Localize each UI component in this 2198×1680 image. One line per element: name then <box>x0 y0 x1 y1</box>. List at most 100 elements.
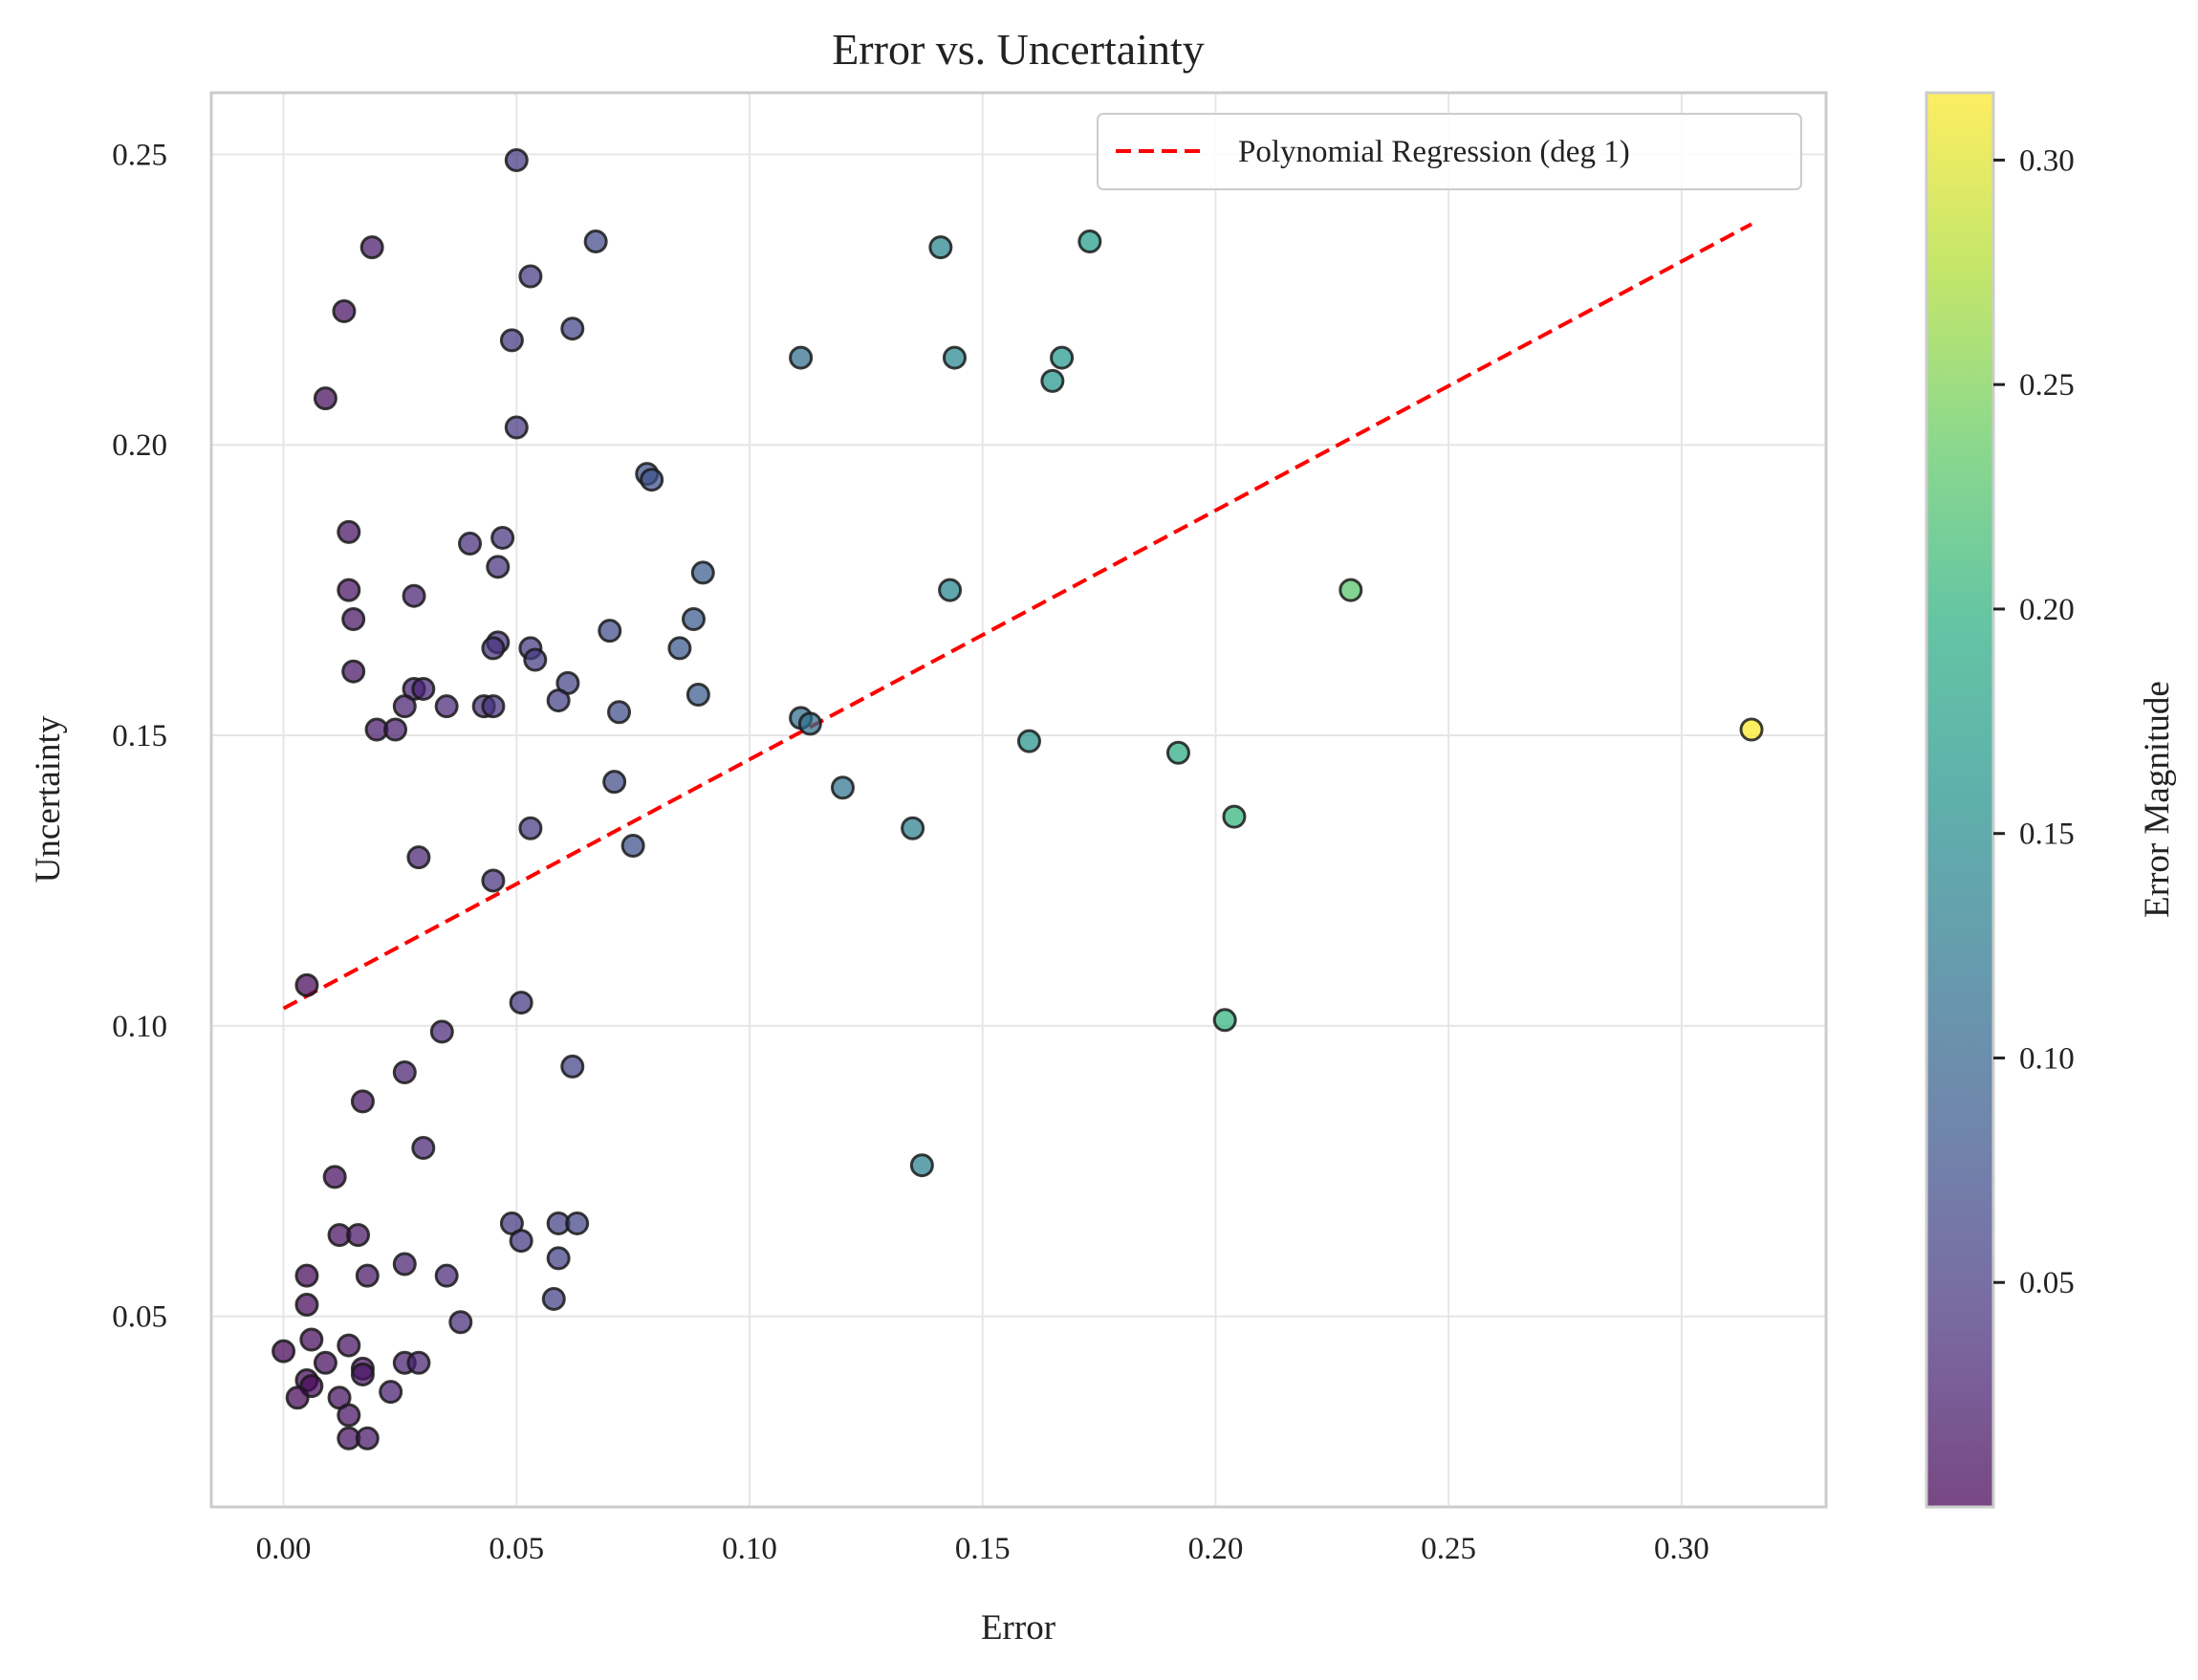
colorbar-tick-label: 0.25 <box>2019 368 2075 403</box>
data-point <box>598 619 622 644</box>
data-point <box>546 688 571 713</box>
data-point <box>346 1223 371 1248</box>
data-point <box>294 972 319 997</box>
y-axis-ticks: 0.05 0.10 0.15 0.20 0.25 <box>112 138 167 1334</box>
x-tick-label: 0.10 <box>722 1532 777 1566</box>
colorbar-tick-label: 0.15 <box>2019 818 2075 852</box>
data-point <box>402 583 426 608</box>
data-point <box>620 834 645 859</box>
data-point <box>359 235 384 260</box>
regression-line <box>282 222 1752 1011</box>
data-point <box>1050 345 1075 370</box>
data-point <box>523 647 548 672</box>
data-point <box>1040 368 1065 393</box>
data-point <box>406 845 431 870</box>
data-point <box>481 636 506 661</box>
legend: Polynomial Regression (deg 1) <box>1097 113 1802 190</box>
grid-lines <box>211 93 1826 1507</box>
colorbar-tick-label: 0.30 <box>2019 143 2075 178</box>
data-point <box>541 1286 566 1311</box>
data-point <box>337 1403 361 1428</box>
x-axis-ticks: 0.00 0.05 0.10 0.15 0.20 0.25 0.30 <box>256 1532 1709 1566</box>
data-point <box>928 235 953 260</box>
data-point <box>1338 578 1363 602</box>
data-point <box>481 868 506 893</box>
x-tick-label: 0.15 <box>955 1532 1011 1566</box>
legend-label: Polynomial Regression (deg 1) <box>1238 135 1630 169</box>
data-point <box>337 519 361 544</box>
data-point <box>481 694 506 719</box>
x-tick-label: 0.05 <box>489 1532 544 1566</box>
colorbar-tick-label: 0.05 <box>2019 1266 2075 1300</box>
y-tick-label: 0.20 <box>112 428 167 463</box>
colorbar-ticks: 0.05 0.10 0.15 0.20 0.25 0.30 <box>1993 143 2075 1300</box>
chart-title: Error vs. Uncertainty <box>832 25 1205 74</box>
x-axis-label: Error <box>981 1608 1055 1647</box>
data-point <box>294 1263 319 1288</box>
data-point <box>322 1165 347 1189</box>
data-point <box>299 1327 324 1352</box>
data-point <box>490 525 515 550</box>
colorbar-tick-label: 0.20 <box>2019 593 2075 627</box>
data-point <box>602 770 627 795</box>
data-point <box>565 1211 590 1235</box>
data-point <box>350 1089 375 1114</box>
data-point <box>337 578 361 602</box>
data-point <box>682 607 707 632</box>
colorbar-tick-label: 0.10 <box>2019 1041 2075 1076</box>
plot-frame <box>209 91 1828 1509</box>
data-point <box>607 700 632 725</box>
data-point <box>909 1153 934 1178</box>
data-point <box>518 264 543 289</box>
data-point <box>355 1426 380 1451</box>
data-point <box>458 532 483 556</box>
data-point <box>392 1059 417 1084</box>
data-point <box>341 659 366 684</box>
data-point <box>797 711 822 736</box>
data-point <box>337 1333 361 1358</box>
data-point <box>429 1019 454 1044</box>
colorbar-gradient <box>1926 93 1993 1507</box>
data-point <box>667 636 692 661</box>
colorbar-frame <box>1925 91 1995 1509</box>
x-tick-label: 0.20 <box>1188 1532 1244 1566</box>
data-point <box>486 555 511 579</box>
data-point <box>294 1293 319 1318</box>
data-point <box>560 316 585 341</box>
data-point <box>406 1350 431 1375</box>
legend-box <box>1097 113 1802 190</box>
data-point <box>789 345 814 370</box>
y-tick-label: 0.05 <box>112 1300 167 1335</box>
data-point <box>1212 1008 1237 1033</box>
x-tick-label: 0.00 <box>256 1532 312 1566</box>
x-tick-label: 0.30 <box>1654 1532 1709 1566</box>
data-point <box>938 578 963 602</box>
data-point <box>499 328 524 353</box>
y-tick-label: 0.10 <box>112 1010 167 1044</box>
data-point <box>434 1263 459 1288</box>
data-point <box>509 991 533 1015</box>
data-point <box>830 775 855 800</box>
data-point <box>313 1350 337 1375</box>
data-point <box>379 1380 403 1405</box>
data-point <box>546 1246 571 1271</box>
data-point <box>1077 229 1102 254</box>
x-tick-label: 0.25 <box>1421 1532 1476 1566</box>
colorbar: 0.05 0.10 0.15 0.20 0.25 0.30 Error Magnitude <box>1925 91 2177 1509</box>
data-point <box>272 1339 296 1364</box>
data-point <box>901 816 925 840</box>
data-point <box>504 415 529 440</box>
data-point <box>411 1135 436 1160</box>
data-point <box>518 816 543 840</box>
data-point <box>504 147 529 172</box>
data-point <box>942 345 967 370</box>
data-point <box>686 683 710 708</box>
data-point <box>1739 717 1764 742</box>
data-point <box>1016 729 1041 753</box>
data-point <box>350 1362 375 1386</box>
data-point <box>411 676 436 701</box>
data-point <box>332 298 357 323</box>
y-tick-label: 0.25 <box>112 138 167 172</box>
